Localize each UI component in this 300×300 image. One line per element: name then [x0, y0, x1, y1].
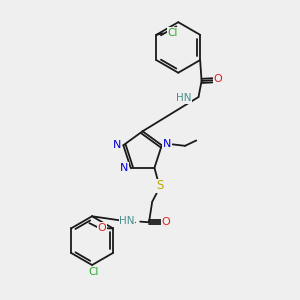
Text: O: O [98, 223, 106, 232]
Text: HN: HN [119, 216, 135, 226]
Text: N: N [112, 140, 121, 150]
Text: S: S [156, 179, 163, 192]
Text: N: N [120, 163, 128, 173]
Text: N: N [163, 139, 171, 149]
Text: Cl: Cl [168, 28, 178, 38]
Text: O: O [162, 217, 170, 226]
Text: Cl: Cl [88, 268, 99, 278]
Text: HN: HN [176, 93, 192, 103]
Text: O: O [214, 74, 222, 84]
